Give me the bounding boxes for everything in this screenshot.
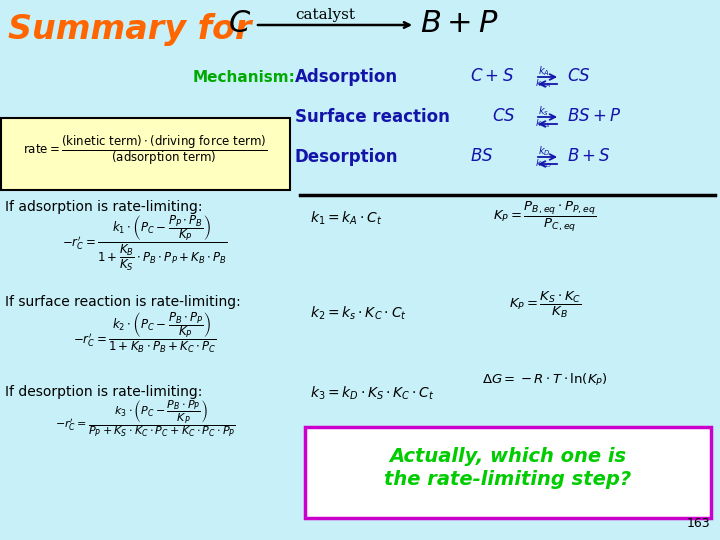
Text: $K_P = \dfrac{K_S \cdot K_C}{K_B}$: $K_P = \dfrac{K_S \cdot K_C}{K_B}$ [508, 290, 581, 320]
Text: Surface reaction: Surface reaction [295, 108, 450, 126]
Text: If surface reaction is rate-limiting:: If surface reaction is rate-limiting: [5, 295, 240, 309]
Text: $\Delta G = -R \cdot T \cdot \ln(K_P)$: $\Delta G = -R \cdot T \cdot \ln(K_P)$ [482, 372, 608, 388]
Text: Mechanism:: Mechanism: [193, 70, 296, 85]
Text: $B + P$: $B + P$ [420, 8, 499, 39]
Text: $K_P = \dfrac{P_{B,eq} \cdot P_{P,eq}}{P_{C,eq}}$: $K_P = \dfrac{P_{B,eq} \cdot P_{P,eq}}{P… [493, 200, 597, 234]
Text: $k_{-A}$: $k_{-A}$ [535, 78, 552, 91]
Text: $-r_C^{\prime} = \dfrac{k_2 \cdot \left(P_C - \dfrac{P_B \cdot P_P}{K_P}\right)}: $-r_C^{\prime} = \dfrac{k_2 \cdot \left(… [73, 310, 217, 355]
Text: If adsorption is rate-limiting:: If adsorption is rate-limiting: [5, 200, 202, 214]
Text: $k_s$: $k_s$ [538, 104, 549, 118]
Text: $C + S$: $C + S$ [470, 68, 514, 85]
Text: $CS$: $CS$ [492, 108, 516, 125]
Text: $C$: $C$ [228, 8, 251, 39]
Text: $k_3 = k_D \cdot K_S \cdot K_C \cdot C_t$: $k_3 = k_D \cdot K_S \cdot K_C \cdot C_t… [310, 385, 435, 402]
Text: catalyst: catalyst [295, 8, 355, 22]
Text: Desorption: Desorption [295, 148, 398, 166]
Text: 163: 163 [686, 517, 710, 530]
Text: $k_1 = k_A \cdot C_t$: $k_1 = k_A \cdot C_t$ [310, 210, 382, 227]
Text: $k_A$: $k_A$ [538, 64, 550, 78]
Text: $\mathrm{rate} = \dfrac{(\mathrm{kinetic\ term}) \cdot (\mathrm{driving\ force\ : $\mathrm{rate} = \dfrac{(\mathrm{kinetic… [23, 133, 267, 167]
Text: the rate-limiting step?: the rate-limiting step? [384, 470, 631, 489]
Text: $k_{-D}$: $k_{-D}$ [535, 158, 552, 171]
Text: $k_2 = k_s \cdot K_C \cdot C_t$: $k_2 = k_s \cdot K_C \cdot C_t$ [310, 305, 407, 322]
Text: Adsorption: Adsorption [295, 68, 398, 86]
Text: $-r_C^{\prime} = \dfrac{k_3 \cdot \left(P_C - \dfrac{P_B \cdot P_P}{K_P}\right)}: $-r_C^{\prime} = \dfrac{k_3 \cdot \left(… [55, 399, 235, 440]
FancyBboxPatch shape [305, 427, 711, 518]
Text: If desorption is rate-limiting:: If desorption is rate-limiting: [5, 385, 202, 399]
Text: Summary for: Summary for [8, 14, 251, 46]
Text: $BS$: $BS$ [470, 148, 493, 165]
Text: $-r_C^{\prime} = \dfrac{k_1 \cdot \left(P_C - \dfrac{P_P \cdot P_B}{K_P}\right)}: $-r_C^{\prime} = \dfrac{k_1 \cdot \left(… [62, 214, 228, 273]
Text: $k_D$: $k_D$ [538, 144, 551, 158]
Text: Actually, which one is: Actually, which one is [390, 447, 626, 466]
Text: $B + S$: $B + S$ [567, 148, 611, 165]
FancyBboxPatch shape [1, 118, 290, 190]
Text: $CS$: $CS$ [567, 68, 590, 85]
Text: $BS + P$: $BS + P$ [567, 108, 621, 125]
Text: $k_{-s}$: $k_{-s}$ [535, 118, 551, 131]
